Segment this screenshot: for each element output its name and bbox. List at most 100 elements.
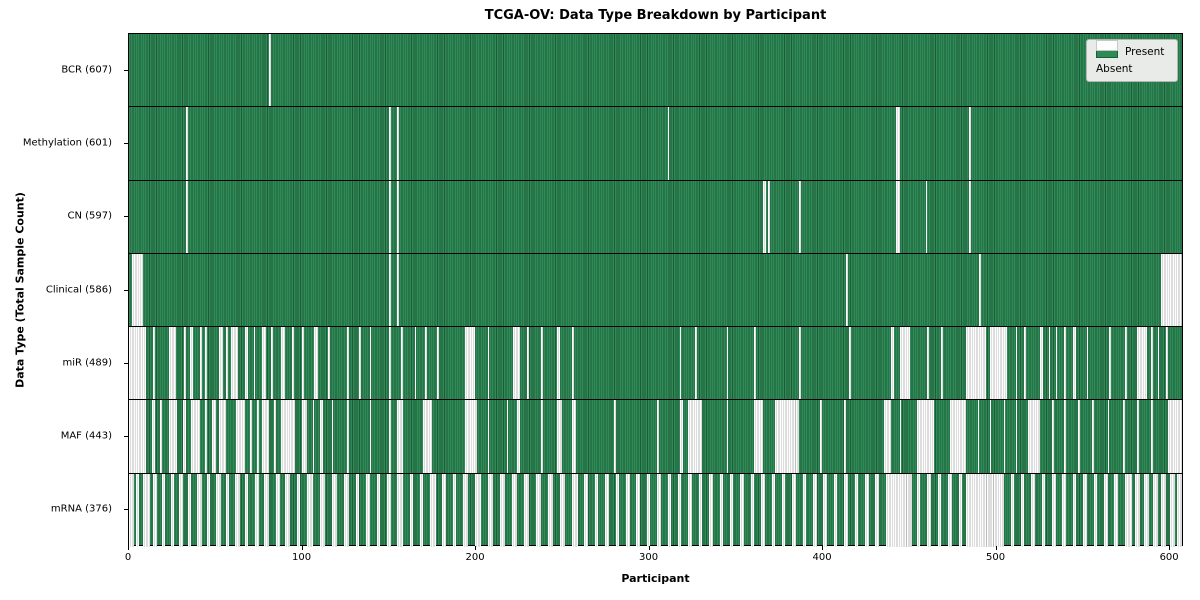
absent-segment: [535, 473, 542, 547]
absent-segment: [1015, 400, 1018, 473]
absent-segment: [487, 400, 490, 473]
absent-segment: [709, 473, 713, 547]
absent-segment: [989, 327, 1008, 400]
absent-segment: [397, 107, 400, 180]
absent-segment: [927, 473, 931, 547]
presence-row-mRNA: [129, 473, 1182, 547]
presence-row-miR: [129, 327, 1182, 401]
absent-segment: [397, 180, 400, 253]
absent-segment: [646, 473, 651, 547]
absent-segment: [135, 473, 140, 547]
absent-segment: [875, 473, 879, 547]
x-tick-mark: [301, 546, 303, 550]
absent-segment: [884, 400, 892, 473]
absent-segment: [347, 400, 349, 473]
absent-segment: [1152, 473, 1158, 547]
absent-segment: [196, 473, 202, 547]
x-tick-mark: [1169, 546, 1171, 550]
chart-title: TCGA-OV: Data Type Breakdown by Particip…: [484, 8, 827, 23]
presence-row-Clinical: [129, 253, 1182, 328]
absent-segment: [799, 180, 801, 253]
absent-segment: [161, 473, 166, 547]
absent-segment: [219, 327, 223, 400]
absent-swatch-icon: [1096, 40, 1118, 51]
absent-segment: [516, 400, 521, 473]
absent-segment: [792, 473, 796, 547]
absent-segment: [1064, 327, 1066, 400]
absent-segment: [750, 473, 755, 547]
absent-segment: [556, 400, 562, 473]
x-tick-label-400: 400: [812, 552, 832, 563]
absent-segment: [253, 327, 256, 400]
absent-segment: [182, 400, 187, 473]
y-tick-mark: [124, 289, 128, 291]
absent-segment: [142, 473, 150, 547]
absent-segment: [626, 473, 630, 547]
absent-segment: [189, 327, 194, 400]
absent-segment: [667, 107, 670, 180]
absent-segment: [274, 400, 277, 473]
x-tick-mark: [128, 546, 129, 550]
absent-segment: [833, 473, 838, 547]
absent-segment: [1114, 473, 1118, 547]
absent-segment: [1041, 473, 1046, 547]
y-tick-label-CN: CN (597): [67, 210, 112, 222]
absent-segment: [234, 473, 240, 547]
presence-row-CN: [129, 180, 1182, 254]
absent-segment: [799, 327, 801, 400]
absent-segment: [1055, 327, 1058, 400]
absent-segment: [977, 400, 980, 473]
absent-segment: [314, 327, 318, 400]
absent-segment: [160, 400, 162, 473]
absent-segment: [899, 327, 911, 400]
absent-segment: [1123, 400, 1125, 473]
absent-segment: [1091, 400, 1094, 473]
absent-segment: [168, 400, 178, 473]
x-tick-mark: [475, 546, 477, 550]
absent-segment: [388, 180, 391, 253]
absent-segment: [1048, 327, 1051, 400]
absent-segment: [255, 473, 259, 547]
absent-segment: [302, 400, 308, 473]
absent-segment: [291, 327, 294, 400]
x-axis-label: Participant: [621, 572, 690, 585]
absent-segment: [854, 473, 859, 547]
absent-segment: [430, 473, 436, 547]
absent-segment: [397, 473, 403, 547]
absent-segment: [475, 473, 481, 547]
absent-segment: [968, 107, 971, 180]
y-tick-mark: [124, 69, 128, 71]
absent-segment: [667, 473, 672, 547]
absent-segment: [1143, 473, 1150, 547]
absent-segment: [331, 473, 337, 547]
absent-segment: [151, 400, 155, 473]
absent-segment: [153, 327, 155, 400]
absent-segment: [1166, 327, 1169, 400]
x-tick-label-500: 500: [986, 552, 1006, 563]
absent-segment: [1104, 473, 1108, 547]
absent-segment: [1136, 400, 1139, 473]
absent-segment: [1161, 253, 1182, 327]
absent-segment: [594, 473, 599, 547]
absent-segment: [1064, 400, 1066, 473]
absent-segment: [397, 400, 403, 473]
absent-segment: [212, 400, 216, 473]
absent-segment: [605, 473, 609, 547]
absent-segment: [989, 400, 992, 473]
absent-segment: [179, 473, 183, 547]
absent-segment: [679, 327, 682, 400]
absent-segment: [129, 400, 147, 473]
absent-segment: [1072, 327, 1077, 400]
absent-segment: [844, 400, 846, 473]
absent-segment: [419, 473, 424, 547]
absent-segment: [762, 180, 767, 253]
absent-segment: [1169, 473, 1176, 547]
absent-segment: [387, 473, 391, 547]
absent-segment: [844, 473, 848, 547]
absent-segment: [262, 327, 266, 400]
absent-segment: [965, 473, 1004, 547]
absent-segment: [225, 327, 228, 400]
absent-segment: [319, 400, 323, 473]
absent-segment: [1027, 400, 1040, 473]
absent-segment: [506, 400, 509, 473]
